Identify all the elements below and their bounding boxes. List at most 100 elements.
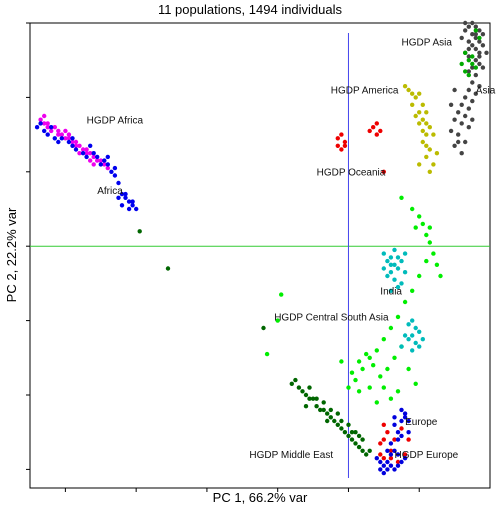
data-point	[410, 288, 415, 293]
data-point	[349, 437, 355, 442]
data-point	[42, 113, 47, 119]
data-point	[123, 191, 128, 197]
data-point	[388, 456, 394, 461]
data-point	[470, 20, 475, 26]
data-point	[420, 102, 425, 108]
data-point	[459, 35, 464, 41]
data-point	[424, 121, 429, 126]
annotation-label: India	[380, 287, 402, 298]
data-point	[463, 20, 468, 26]
data-point	[381, 169, 386, 174]
data-point	[402, 333, 408, 338]
data-point	[484, 50, 489, 55]
data-point	[473, 72, 478, 78]
data-point	[77, 143, 82, 148]
data-point	[402, 251, 408, 256]
data-point	[356, 444, 362, 450]
data-point	[70, 136, 75, 141]
data-point	[466, 69, 471, 74]
data-point	[480, 65, 486, 70]
data-point	[332, 418, 337, 424]
data-point	[381, 470, 386, 476]
data-point	[70, 139, 75, 145]
plot-frame	[29, 22, 491, 489]
data-point	[406, 430, 411, 435]
data-point	[95, 158, 100, 163]
data-point	[73, 143, 79, 148]
data-point	[165, 266, 171, 271]
data-point	[399, 426, 404, 431]
data-point	[388, 452, 394, 457]
data-point	[339, 132, 344, 137]
data-point	[456, 139, 461, 145]
data-point	[112, 173, 118, 178]
data-point	[293, 377, 298, 383]
data-point	[410, 348, 415, 353]
data-point	[374, 121, 379, 126]
data-point	[381, 337, 386, 342]
data-point	[420, 221, 425, 227]
data-point	[105, 154, 111, 160]
data-point	[116, 195, 121, 200]
chart-title: 11 populations, 1494 individuals	[157, 2, 343, 17]
data-point	[463, 113, 468, 119]
data-point	[420, 117, 425, 122]
data-point	[477, 50, 482, 55]
data-point	[381, 266, 386, 271]
data-point	[417, 344, 422, 349]
data-point	[392, 422, 397, 427]
data-point	[289, 381, 294, 386]
data-point	[413, 340, 418, 346]
data-point	[466, 24, 471, 29]
data-point	[388, 441, 394, 446]
data-point	[466, 106, 471, 111]
data-point	[45, 132, 50, 137]
data-point	[427, 125, 432, 130]
data-point	[399, 344, 404, 349]
data-point	[364, 452, 369, 457]
data-point	[38, 117, 43, 122]
data-point	[321, 400, 326, 405]
annotation-label: HGDP Central South Asia	[274, 313, 389, 324]
data-point	[417, 110, 422, 115]
data-point	[473, 32, 478, 37]
data-point	[385, 430, 390, 435]
data-point	[385, 459, 390, 465]
annotation-label: Africa	[97, 186, 123, 197]
data-point	[452, 143, 457, 148]
data-point	[374, 400, 379, 405]
data-point	[371, 125, 376, 130]
data-point	[42, 128, 47, 134]
data-point	[402, 270, 408, 275]
data-point	[335, 422, 340, 427]
data-point	[264, 351, 270, 357]
data-point	[399, 418, 404, 424]
data-point	[392, 247, 397, 253]
data-point	[470, 117, 475, 122]
data-point	[381, 422, 386, 427]
data-points	[34, 20, 489, 476]
data-point	[63, 136, 68, 141]
data-point	[438, 273, 443, 279]
x-axis-label: PC 1, 66.2% var	[213, 490, 308, 505]
data-point	[73, 147, 79, 152]
data-point	[473, 91, 478, 96]
data-point	[381, 251, 386, 256]
data-point	[434, 262, 440, 267]
data-point	[318, 407, 323, 413]
data-point	[63, 128, 68, 134]
data-point	[424, 110, 429, 115]
data-point	[275, 318, 280, 323]
data-point	[314, 404, 319, 409]
data-point	[95, 154, 100, 160]
data-point	[413, 325, 418, 331]
annotations: HGDP Africa Africa HGDP Asia Asia HGDP Ameri…	[87, 37, 496, 461]
data-point	[417, 214, 422, 219]
data-point	[66, 139, 72, 145]
data-point	[470, 65, 475, 70]
data-point	[102, 162, 107, 167]
data-point	[413, 225, 418, 230]
data-point	[45, 125, 50, 130]
data-point	[303, 392, 309, 398]
data-point	[325, 418, 330, 424]
